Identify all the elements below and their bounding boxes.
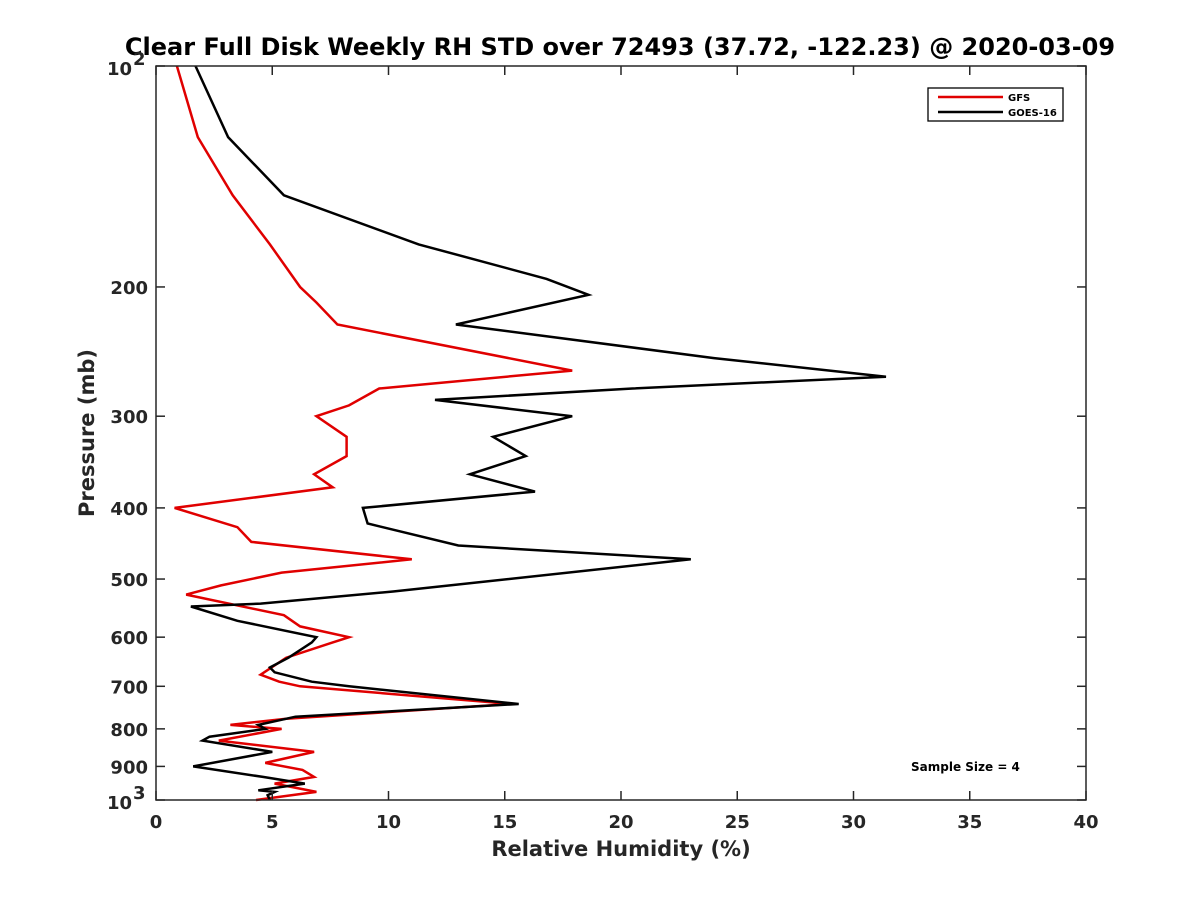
sample-size-annotation: Sample Size = 4	[911, 760, 1020, 774]
x-axis-label: Relative Humidity (%)	[491, 837, 750, 861]
y-tick-label: 400	[110, 499, 148, 520]
x-tick-label: 15	[492, 812, 517, 833]
y-tick-label: 500	[110, 570, 148, 591]
x-tick-label: 25	[725, 812, 750, 833]
series-line-goes16	[190, 65, 887, 801]
x-tick-label: 30	[841, 812, 866, 833]
x-tick-label: 40	[1073, 812, 1098, 833]
y-tick-label: 200	[110, 278, 148, 299]
series-layer	[174, 65, 887, 802]
y-axis-label: Pressure (mb)	[75, 349, 99, 517]
x-tick-label: 35	[957, 812, 982, 833]
series-line-gfs	[174, 65, 573, 802]
y-tick-label: 900	[110, 757, 148, 778]
chart-title: Clear Full Disk Weekly RH STD over 72493…	[125, 33, 1115, 61]
y-tick-label: 600	[110, 628, 148, 649]
y-tick-label: 300	[110, 407, 148, 428]
legend-label-goes16: GOES-16	[1008, 108, 1057, 119]
y-tick-label-exponent: 3	[133, 783, 146, 804]
legend-box	[927, 87, 1064, 122]
y-tick-label: 10	[107, 59, 132, 80]
x-tick-label: 10	[376, 812, 401, 833]
x-tick-label: 20	[608, 812, 633, 833]
legend-label-gfs: GFS	[1008, 93, 1030, 104]
x-tick-label: 0	[150, 812, 163, 833]
plot-area	[156, 66, 1086, 800]
y-tick-label: 700	[110, 677, 148, 698]
y-tick-label: 10	[107, 793, 132, 814]
x-tick-label: 5	[266, 812, 279, 833]
y-tick-label: 800	[110, 720, 148, 741]
legend: GFS GOES-16	[927, 87, 1064, 122]
y-tick-label-exponent: 2	[133, 49, 146, 70]
x-axis: 0 5 10 15 20 25 30 35 40	[150, 66, 1099, 833]
